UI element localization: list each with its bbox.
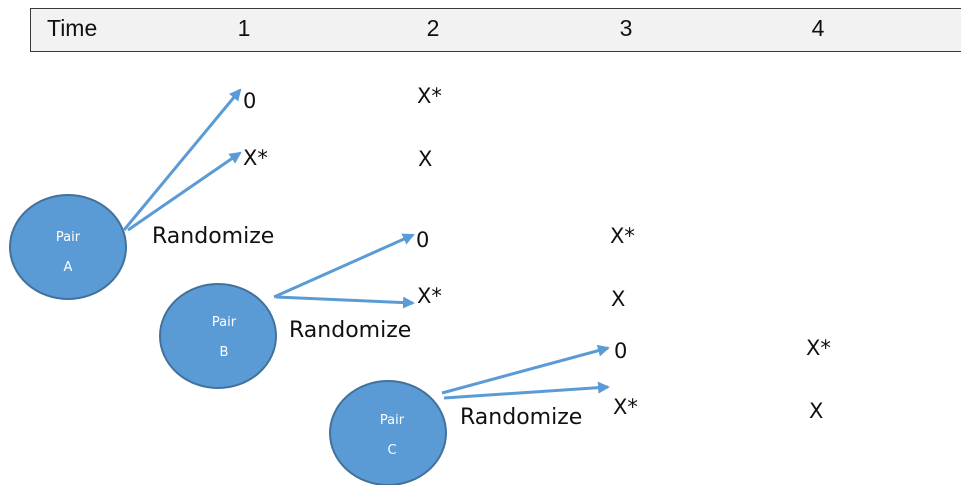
time-period-2: 2 bbox=[426, 15, 440, 41]
pair-c-label-line2: C bbox=[387, 443, 396, 458]
pair-c-circle bbox=[329, 380, 447, 485]
pair-a-arrow-upper bbox=[122, 88, 242, 231]
pair-b-label-line2: B bbox=[220, 345, 229, 360]
pair-a-label-line1: Pair bbox=[56, 230, 81, 245]
pair-b-arm-2: X* bbox=[417, 284, 442, 308]
pair-b-arrow-lower bbox=[275, 295, 415, 309]
pair-a-arm-1: 0 bbox=[243, 89, 256, 113]
pair-c-arrow-upper bbox=[441, 344, 610, 395]
pair-b-circle bbox=[159, 283, 277, 389]
pair-a-arrow-lower bbox=[127, 151, 242, 232]
pair-a-period2-top: X* bbox=[417, 84, 442, 108]
pair-a-circle bbox=[9, 194, 127, 300]
pair-b-label-line1: Pair bbox=[212, 315, 237, 330]
pair-a-label-line2: A bbox=[64, 260, 73, 275]
pair-b-period3-bottom: X bbox=[611, 287, 625, 311]
pair-c-arm-2: X* bbox=[613, 395, 638, 419]
pair-b-arm-1: 0 bbox=[416, 228, 429, 252]
pair-c-arm-1: 0 bbox=[614, 339, 627, 363]
time-period-3: 3 bbox=[619, 15, 633, 41]
time-period-4: 4 bbox=[811, 15, 825, 41]
pair-b-randomize-label: Randomize bbox=[289, 318, 411, 343]
pair-a-randomize-label: Randomize bbox=[152, 224, 274, 249]
pair-a-period2-bottom: X bbox=[418, 147, 432, 171]
pair-c-label-line1: Pair bbox=[380, 413, 405, 428]
pair-c-period4-bottom: X bbox=[809, 399, 823, 423]
time-period-1: 1 bbox=[237, 15, 251, 41]
pair-c-arrow-lower bbox=[443, 381, 610, 400]
pair-a-arm-2: X* bbox=[243, 146, 268, 170]
pair-b-period3-top: X* bbox=[610, 224, 635, 248]
pair-c-period4-top: X* bbox=[806, 336, 831, 360]
pair-c-randomize-label: Randomize bbox=[460, 405, 582, 430]
time-label: Time bbox=[47, 15, 98, 41]
pair-b-arrow-upper bbox=[273, 233, 415, 299]
time-header-bar bbox=[30, 8, 961, 52]
